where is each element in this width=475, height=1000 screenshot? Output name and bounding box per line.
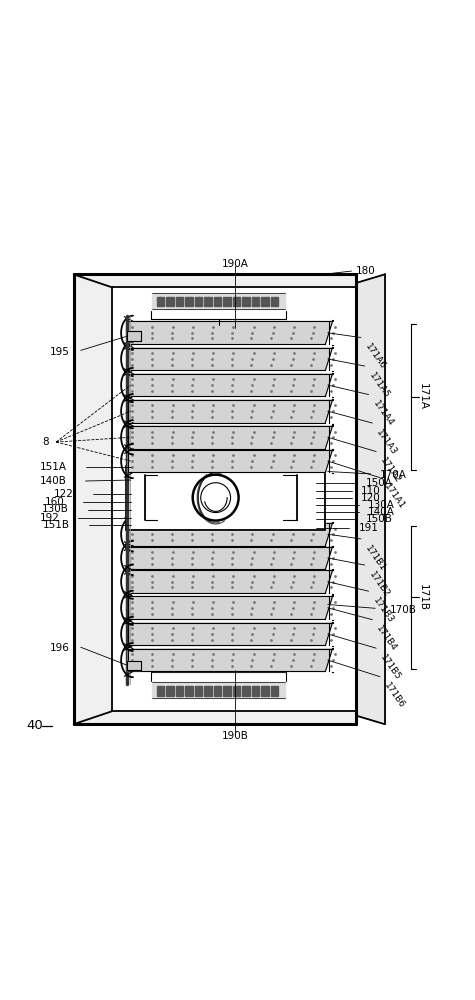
Polygon shape — [242, 297, 250, 306]
Polygon shape — [195, 686, 202, 696]
Polygon shape — [176, 297, 183, 306]
Text: 140A: 140A — [368, 507, 395, 517]
Text: 196: 196 — [49, 643, 69, 653]
Polygon shape — [195, 297, 202, 306]
Polygon shape — [356, 274, 385, 724]
Polygon shape — [157, 686, 164, 696]
Text: 150B: 150B — [366, 514, 393, 524]
Text: 180: 180 — [356, 266, 376, 276]
Text: 170A: 170A — [380, 470, 407, 480]
Polygon shape — [271, 686, 278, 696]
Polygon shape — [223, 297, 231, 306]
Text: 171A4: 171A4 — [371, 399, 395, 428]
Text: 8: 8 — [42, 437, 48, 447]
Polygon shape — [166, 686, 174, 696]
Text: 130A: 130A — [368, 500, 395, 510]
Text: 195: 195 — [49, 347, 69, 357]
Polygon shape — [176, 686, 183, 696]
Text: 171A: 171A — [418, 383, 428, 410]
Polygon shape — [214, 297, 221, 306]
Polygon shape — [204, 297, 212, 306]
Polygon shape — [185, 686, 193, 696]
Polygon shape — [128, 450, 332, 472]
Polygon shape — [166, 297, 174, 306]
Text: 171B6: 171B6 — [382, 681, 407, 710]
Text: 151B: 151B — [43, 520, 70, 530]
Text: 171A5: 171A5 — [367, 371, 391, 400]
Text: 171B4: 171B4 — [375, 624, 399, 653]
Polygon shape — [261, 686, 269, 696]
Text: 171A6: 171A6 — [363, 342, 388, 371]
Polygon shape — [233, 686, 240, 696]
Text: 151A: 151A — [39, 462, 66, 472]
Text: 190A: 190A — [222, 259, 248, 269]
Polygon shape — [128, 649, 332, 671]
Polygon shape — [152, 293, 285, 309]
Text: 171B5: 171B5 — [379, 653, 403, 682]
Polygon shape — [128, 348, 332, 370]
Text: 150A: 150A — [366, 478, 393, 488]
Polygon shape — [128, 623, 332, 645]
Text: 110: 110 — [361, 486, 381, 495]
Polygon shape — [204, 686, 212, 696]
Text: 160: 160 — [44, 497, 64, 507]
Text: 171B1: 171B1 — [363, 544, 388, 573]
Polygon shape — [214, 686, 221, 696]
Polygon shape — [271, 297, 278, 306]
Text: 122: 122 — [54, 489, 74, 499]
Polygon shape — [157, 297, 164, 306]
Text: 190B: 190B — [222, 731, 248, 741]
Text: 171A1: 171A1 — [382, 482, 407, 511]
Polygon shape — [242, 686, 250, 696]
Polygon shape — [233, 297, 240, 306]
Polygon shape — [223, 686, 231, 696]
Polygon shape — [261, 297, 269, 306]
Polygon shape — [74, 274, 356, 724]
Text: 170B: 170B — [390, 605, 417, 615]
Text: 171A3: 171A3 — [375, 428, 399, 457]
Polygon shape — [252, 686, 259, 696]
Text: 171A2: 171A2 — [379, 456, 403, 485]
Polygon shape — [126, 466, 325, 530]
Text: 120: 120 — [361, 493, 381, 503]
Polygon shape — [128, 374, 332, 396]
Text: 192: 192 — [39, 513, 59, 523]
Polygon shape — [127, 331, 141, 341]
Polygon shape — [128, 596, 332, 619]
Polygon shape — [152, 682, 285, 698]
Polygon shape — [128, 426, 332, 449]
Text: 40: 40 — [26, 719, 43, 732]
Polygon shape — [128, 523, 332, 546]
Polygon shape — [185, 297, 193, 306]
Text: 171B: 171B — [418, 584, 428, 611]
Polygon shape — [112, 287, 356, 711]
Polygon shape — [128, 321, 332, 344]
Text: 140B: 140B — [39, 476, 66, 486]
Polygon shape — [252, 297, 259, 306]
Polygon shape — [128, 570, 332, 593]
Text: 191: 191 — [359, 523, 379, 533]
Polygon shape — [128, 547, 332, 569]
Text: 171B2: 171B2 — [367, 570, 391, 599]
Polygon shape — [128, 400, 332, 423]
Text: 130B: 130B — [42, 504, 69, 514]
Text: 171B3: 171B3 — [371, 596, 395, 625]
Polygon shape — [127, 661, 141, 670]
